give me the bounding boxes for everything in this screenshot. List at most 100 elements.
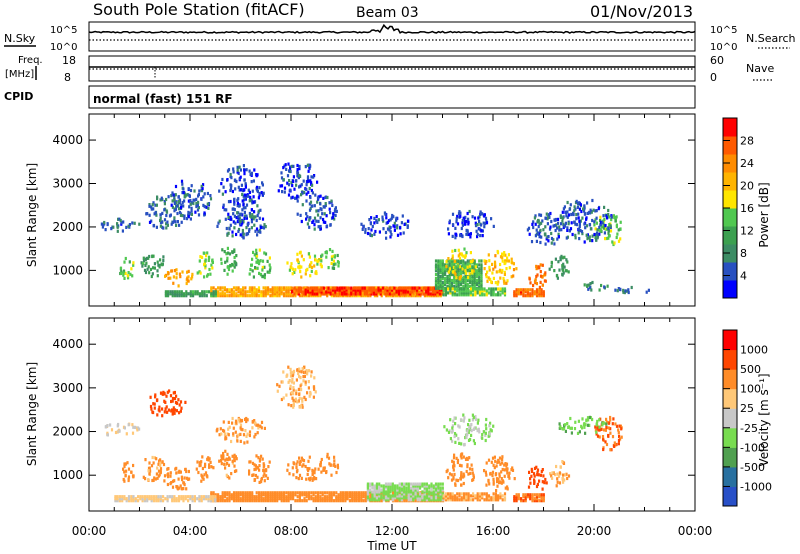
range-cell [437,486,440,490]
range-cell [301,491,304,495]
range-cell [430,492,433,496]
range-cell [212,493,215,497]
range-cell [569,416,572,421]
range-cell [303,395,306,399]
range-cell [228,288,231,292]
range-cell [471,269,474,273]
range-cell [251,491,254,495]
range-cell [589,282,592,286]
range-cell [602,447,605,452]
range-cell [409,488,413,492]
range-cell [205,290,208,294]
range-cell [220,462,223,466]
range-cell [396,484,399,488]
range-cell [489,472,492,476]
range-cell [229,186,233,190]
range-cell [398,294,401,298]
range-cell [219,292,222,296]
range-cell [378,498,381,502]
range-cell [312,499,315,503]
range-cell [369,495,372,499]
range-cell [330,286,333,290]
range-cell [418,290,421,294]
range-cell [617,442,620,446]
range-cell [462,275,465,279]
range-cell [389,496,392,500]
range-cell [242,288,245,292]
range-cell [533,290,536,294]
range-cell [239,212,242,216]
range-cell [263,265,266,269]
range-cell [239,439,242,443]
range-cell [110,227,113,231]
range-cell [185,294,188,298]
range-cell [464,254,467,258]
range-cell [206,191,209,196]
range-cell [271,294,274,298]
range-cell [280,286,283,290]
range-cell [323,497,326,501]
range-cell [501,259,504,263]
range-cell [556,226,559,230]
range-cell [162,462,166,467]
range-cell [606,420,609,424]
range-cell [531,499,534,503]
range-cell [457,273,460,277]
range-cell [564,269,567,273]
range-cell [304,380,307,384]
range-cell [386,286,389,290]
range-cell [599,219,602,223]
range-cell [202,495,206,499]
range-cell [617,228,620,232]
range-cell [223,499,226,503]
range-cell [337,493,340,497]
range-cell [515,294,518,298]
range-cell [236,211,239,215]
range-cell [593,223,596,227]
range-cell [296,170,299,174]
range-cell [335,209,338,213]
range-cell [159,218,162,223]
range-cell [185,292,188,296]
range-cell [214,290,217,294]
range-cell [172,391,175,395]
range-cell [595,216,598,220]
range-cell [259,457,262,462]
range-cell [172,410,175,414]
range-cell [179,409,182,413]
range-cell [321,493,324,497]
range-cell [414,494,417,498]
range-cell [209,197,213,201]
range-cell [434,265,438,269]
range-cell [262,474,265,478]
range-cell [310,181,313,185]
range-cell [453,293,457,297]
range-cell [422,292,425,296]
range-cell [441,282,444,286]
range-cell [405,486,408,490]
range-cell [229,223,232,227]
range-cell [427,288,430,292]
range-cell [553,218,556,222]
range-cell [250,217,253,221]
range-cell [330,493,333,497]
range-cell [448,219,451,223]
range-cell [499,293,502,297]
range-cell [162,255,165,259]
range-cell [201,474,204,479]
range-cell [192,292,195,296]
range-cell [192,290,195,294]
range-cell [255,185,259,189]
range-cell [246,495,249,499]
range-cell [426,294,429,298]
range-cell [480,280,483,285]
range-cell [529,288,532,292]
range-cell [432,490,435,494]
range-cell [578,227,581,231]
power-ylabel: Slant Range [km] [25,163,39,267]
range-cell [410,288,413,292]
range-cell [546,217,549,221]
range-cell [332,493,336,497]
range-cell [180,290,183,294]
range-cell [237,491,240,495]
